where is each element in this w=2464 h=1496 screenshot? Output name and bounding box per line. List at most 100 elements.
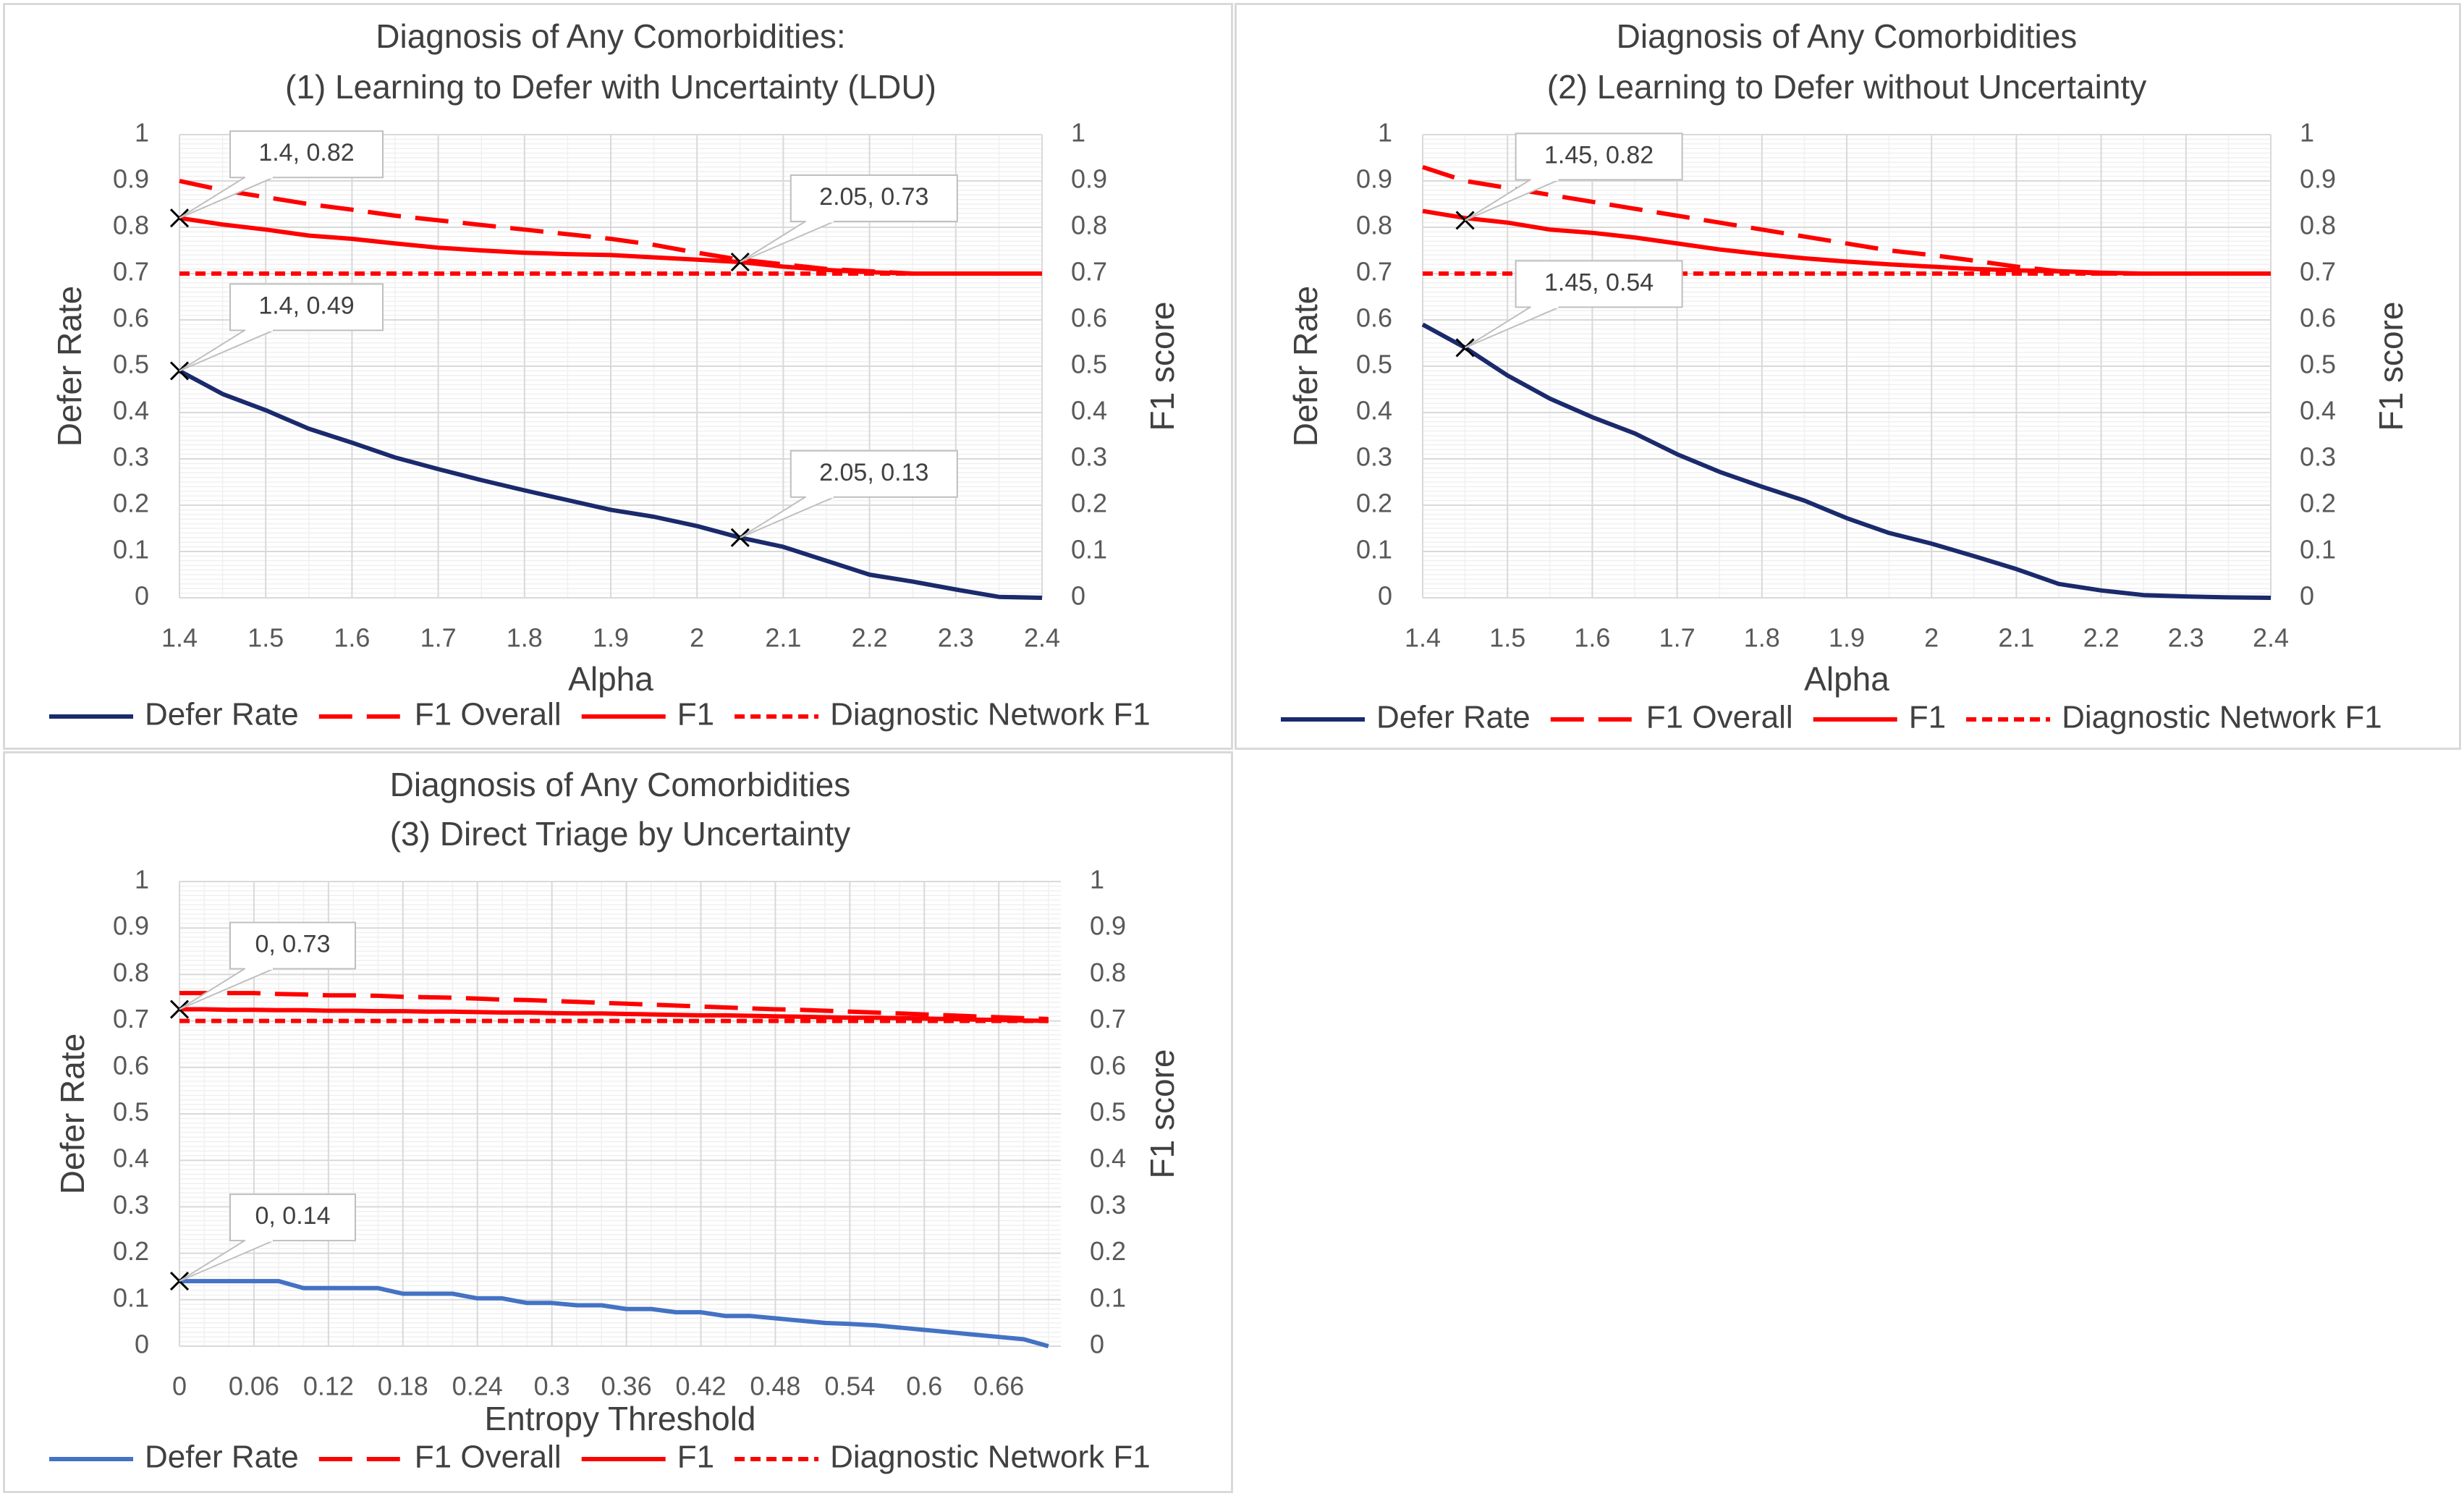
y2-tick-label: 0.5	[1090, 1097, 1126, 1127]
y2-tick-label: 0.1	[1071, 535, 1107, 565]
y-tick-label: 1	[135, 865, 149, 895]
x-tick-label: 0.54	[824, 1372, 875, 1401]
y2-tick-label: 0.2	[1071, 489, 1107, 518]
y2-tick-label: 0.3	[1090, 1190, 1126, 1220]
legend-item: Defer Rate	[49, 1440, 299, 1475]
legend-item: F1	[1813, 700, 1946, 735]
y-tick-label: 0.5	[113, 350, 149, 379]
y2-tick-label: 0.4	[1090, 1144, 1126, 1173]
y2-tick-label: 0.9	[1090, 911, 1126, 941]
y2-tick-label: 1	[1090, 865, 1104, 895]
y-tick-label: 0.7	[113, 257, 149, 287]
y-tick-label: 0.8	[113, 211, 149, 240]
y-tick-label: 0.4	[113, 396, 149, 426]
y-tick-label: 0.1	[113, 535, 149, 565]
callout-box	[229, 921, 356, 970]
x-tick-label: 2.3	[938, 623, 974, 653]
x-tick-label: 1.8	[507, 623, 543, 653]
x-tick-label: 0	[172, 1372, 187, 1401]
y2-tick-label: 0.9	[2300, 164, 2336, 194]
callout-label: 0, 0.73	[255, 931, 331, 958]
x-tick-label: 2.1	[765, 623, 801, 653]
y-tick-label: 0.6	[1356, 303, 1392, 333]
y2-tick-label: 0.7	[2300, 257, 2336, 287]
y-axis-label: Defer Rate	[54, 1034, 91, 1194]
x-tick-label: 1.7	[1659, 623, 1695, 653]
x-tick-label: 1.9	[1829, 623, 1865, 653]
legend-label: Defer Rate	[145, 697, 299, 732]
legend-item: Defer Rate	[1281, 700, 1531, 735]
x-tick-label: 1.6	[1574, 623, 1610, 653]
y2-tick-label: 0.6	[1071, 303, 1107, 333]
y-axis-label: Defer Rate	[51, 286, 88, 447]
chart-title-line: Diagnosis of Any Comorbidities	[390, 766, 851, 803]
data-callout: 0, 0.73	[169, 921, 356, 1019]
y2-tick-label: 0	[1090, 1330, 1104, 1359]
y-axis-label: Defer Rate	[1287, 286, 1324, 447]
y2-tick-label: 0.2	[2300, 489, 2336, 518]
x-tick-label: 0.12	[303, 1372, 354, 1401]
x-tick-label: 1.5	[247, 623, 284, 653]
data-callout: 1.4, 0.82	[169, 130, 384, 228]
legend-label: Diagnostic Network F1	[2062, 700, 2382, 735]
legend-item: Diagnostic Network F1	[734, 697, 1151, 732]
chart-panel-2: Diagnosis of Any Comorbidities (2) Learni…	[1235, 3, 2461, 750]
x-tick-label: 0.24	[452, 1372, 503, 1401]
y-tick-label: 0.9	[113, 164, 149, 194]
legend-item: F1 Overall	[318, 1440, 562, 1475]
x-tick-label: 1.8	[1744, 623, 1780, 653]
legend-item: F1 Overall	[1550, 700, 1793, 735]
x-tick-label: 0.36	[601, 1372, 652, 1401]
series-line-f1	[179, 216, 1042, 276]
y-tick-label: 0.4	[113, 1144, 149, 1173]
x-tick-label: 2.4	[1024, 623, 1060, 653]
y-tick-label: 0.8	[113, 958, 149, 987]
x-tick-label: 2.2	[852, 623, 888, 653]
x-tick-label: 2.1	[1998, 623, 2034, 653]
x-tick-label: 1.6	[334, 623, 370, 653]
callout-box	[1515, 260, 1683, 308]
y2-axis-label: F1 score	[1143, 302, 1181, 431]
chart-legend: Defer Rate F1 Overall F1 Diagnostic Network…	[49, 697, 1151, 732]
y-tick-label: 0.5	[113, 1097, 149, 1127]
legend-label: F1 Overall	[1646, 700, 1793, 735]
legend-label: F1 Overall	[415, 697, 562, 732]
callout-label: 2.05, 0.13	[819, 459, 928, 486]
y-tick-label: 0.1	[113, 1282, 149, 1312]
y-tick-label: 0.5	[1356, 350, 1392, 379]
callout-label: 1.45, 0.54	[1544, 269, 1654, 296]
legend-label: Diagnostic Network F1	[830, 697, 1151, 732]
callout-label: 1.45, 0.82	[1544, 141, 1654, 169]
series-line-f1	[1422, 208, 2271, 276]
callout-label: 1.4, 0.49	[258, 292, 354, 319]
y2-tick-label: 0.5	[2300, 350, 2336, 379]
callout-pointer	[1465, 306, 1559, 349]
y2-tick-label: 0.1	[2300, 535, 2336, 565]
y-tick-label: 0	[1378, 581, 1392, 611]
x-tick-label: 1.4	[1405, 623, 1441, 653]
series-line-defer-rate	[1421, 322, 2272, 600]
y-tick-label: 0.7	[113, 1004, 149, 1034]
y-tick-label: 0.8	[1356, 211, 1392, 240]
x-tick-label: 1.5	[1489, 623, 1525, 653]
y-tick-label: 0.3	[113, 1190, 149, 1220]
x-axis-label: Entropy Threshold	[484, 1400, 755, 1437]
legend-item: Defer Rate	[49, 697, 299, 732]
y-tick-label: 0.9	[113, 911, 149, 941]
y2-tick-label: 0.4	[2300, 396, 2336, 426]
y2-tick-label: 0.2	[1090, 1236, 1126, 1266]
y2-tick-label: 0.8	[2300, 211, 2336, 240]
y-tick-label: 0	[135, 581, 149, 611]
series-line-f1-overall	[179, 991, 1049, 1021]
y-tick-label: 0.2	[113, 1236, 149, 1266]
y2-tick-label: 0.3	[2300, 442, 2336, 472]
callout-pointer	[179, 329, 274, 372]
x-tick-label: 1.7	[420, 623, 457, 653]
x-axis-label: Alpha	[568, 660, 653, 698]
series-line-defer-rate	[179, 1279, 1049, 1348]
chart-1-svg: Diagnosis of Any Comorbidities: (1) Learn…	[49, 17, 1181, 732]
data-callout: 1.4, 0.49	[169, 283, 384, 381]
chart-3-svg: Diagnosis of Any Comorbidities (3) Direct…	[49, 766, 1181, 1475]
y2-tick-label: 0.7	[1071, 257, 1107, 287]
series-line-defer-rate	[178, 368, 1043, 600]
